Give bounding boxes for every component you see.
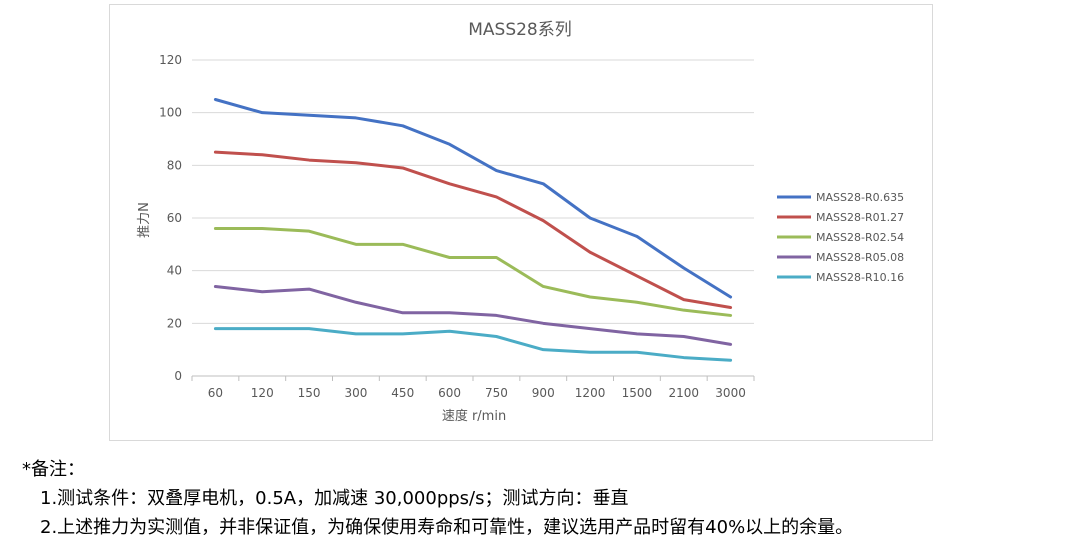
- series-line-2: [213, 150, 733, 310]
- y-tick-label: 100: [159, 106, 182, 120]
- series-line-3: [213, 227, 733, 317]
- notes-section: *备注： 1.测试条件：双叠厚电机，0.5A，加减速 30,000pps/s；测…: [22, 455, 1062, 542]
- legend-label: MASS28-R01.27: [816, 211, 904, 224]
- note-line-2: 2.上述推力为实测值，并非保证值，为确保使用寿命和可靠性，建议选用产品时留有40…: [40, 517, 854, 538]
- x-tick-label: 600: [438, 386, 461, 400]
- y-axis-label: 推力N: [137, 202, 152, 238]
- y-tick-label: 80: [167, 158, 182, 172]
- chart-title: MASS28系列: [468, 20, 572, 40]
- x-tick-label: 750: [485, 386, 508, 400]
- y-tick-label: 0: [174, 369, 182, 383]
- x-tick-label: 60: [208, 386, 223, 400]
- x-tick-label: 2100: [668, 386, 699, 400]
- x-axis-label: 速度 r/min: [442, 408, 506, 424]
- note-line-1: 1.测试条件：双叠厚电机，0.5A，加减速 30,000pps/s；测试方向：垂…: [40, 488, 629, 509]
- x-tick-label: 1200: [575, 386, 606, 400]
- y-tick-label: 60: [167, 211, 182, 225]
- x-tick-label: 300: [344, 386, 367, 400]
- chart-frame: MASS28系列 0 20 40 60 80 100 120 60 120 150 300 450 6…: [109, 4, 933, 441]
- x-tick-label: 450: [391, 386, 414, 400]
- y-tick-label: 120: [159, 53, 182, 67]
- series-line-4: [213, 284, 733, 346]
- legend-label: MASS28-R05.08: [816, 251, 904, 264]
- x-axis: 60 120 150 300 450 600 750 900 1200 1500 2100 3000: [191, 376, 755, 400]
- x-tick-label: 900: [532, 386, 555, 400]
- legend-label: MASS28-R0.635: [816, 191, 904, 204]
- legend-label: MASS28-R02.54: [816, 231, 904, 244]
- x-tick-label: 150: [298, 386, 321, 400]
- y-tick-label: 20: [167, 316, 182, 330]
- y-tick-label: 40: [167, 264, 182, 278]
- y-axis: 0 20 40 60 80 100 120: [159, 53, 182, 383]
- series-line-1: [213, 98, 733, 299]
- series-lines: [213, 98, 733, 362]
- series-line-5: [213, 327, 733, 362]
- legend-label: MASS28-R10.16: [816, 271, 904, 284]
- legend: MASS28-R0.635 MASS28-R01.27 MASS28-R02.54 M…: [777, 191, 904, 284]
- notes-title: *备注：: [22, 459, 85, 480]
- x-tick-label: 1500: [622, 386, 653, 400]
- x-tick-label: 3000: [715, 386, 746, 400]
- x-tick-label: 120: [251, 386, 274, 400]
